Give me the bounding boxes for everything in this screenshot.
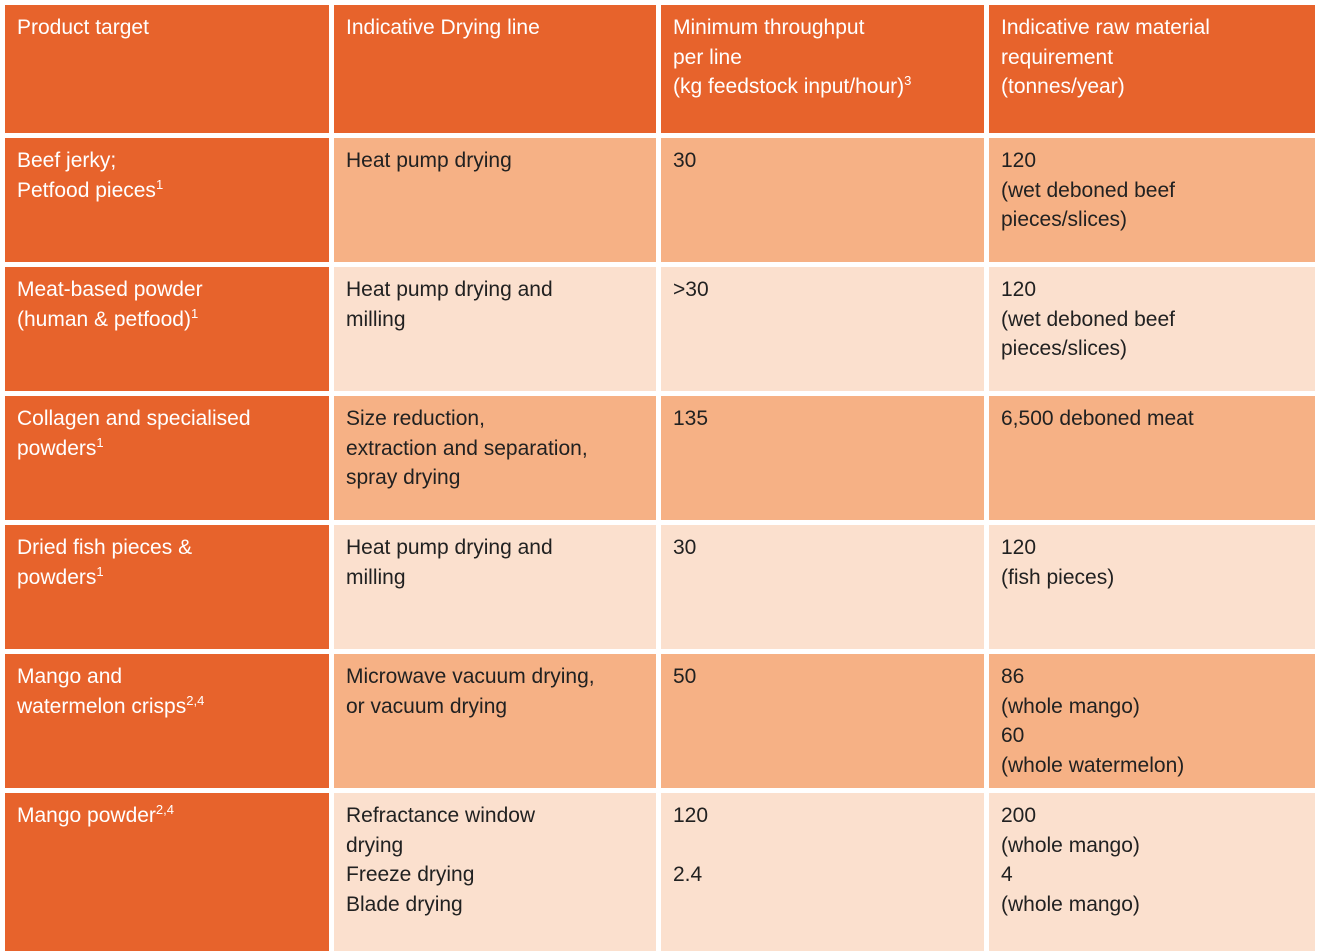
header-cell-product-target: Product target [5, 5, 329, 133]
table-row-mango-powder: Mango powder2,4 Refractance window drying… [5, 793, 1315, 951]
cell-raw-material: 120 (wet deboned beef pieces/slices) [989, 267, 1315, 391]
cell-raw-material: 120 (fish pieces) [989, 525, 1315, 649]
cell-drying-line: Size reduction, extraction and separation… [334, 396, 656, 520]
cell-throughput: 30 [661, 138, 984, 262]
table-row-mango-watermelon-crisps: Mango and watermelon crisps2,4 Microwave … [5, 654, 1315, 788]
cell-throughput: >30 [661, 267, 984, 391]
cell-throughput: 50 [661, 654, 984, 788]
table-row-collagen-powders: Collagen and specialised powders1 Size re… [5, 396, 1315, 520]
cell-raw-material: 86 (whole mango) 60 (whole watermelon) [989, 654, 1315, 788]
cell-raw-material: 6,500 deboned meat [989, 396, 1315, 520]
cell-product: Mango and watermelon crisps2,4 [5, 654, 329, 788]
cell-product: Dried fish pieces & powders1 [5, 525, 329, 649]
table-header-row: Product target Indicative Drying line Mi… [5, 5, 1315, 133]
cell-drying-line: Heat pump drying and milling [334, 525, 656, 649]
table-row-dried-fish: Dried fish pieces & powders1 Heat pump dr… [5, 525, 1315, 649]
cell-throughput: 30 [661, 525, 984, 649]
table-row-beef-jerky: Beef jerky; Petfood pieces1 Heat pump dry… [5, 138, 1315, 262]
header-cell-indicative-drying-line: Indicative Drying line [334, 5, 656, 133]
cell-product: Collagen and specialised powders1 [5, 396, 329, 520]
table-row-meat-based-powder: Meat-based powder (human & petfood)1 Heat… [5, 267, 1315, 391]
cell-product: Beef jerky; Petfood pieces1 [5, 138, 329, 262]
cell-product: Meat-based powder (human & petfood)1 [5, 267, 329, 391]
header-cell-raw-material-requirement: Indicative raw material requirement (tonne… [989, 5, 1315, 133]
cell-throughput: 120 2.4 [661, 793, 984, 951]
cell-throughput: 135 [661, 396, 984, 520]
cell-drying-line: Heat pump drying [334, 138, 656, 262]
cell-raw-material: 120 (wet deboned beef pieces/slices) [989, 138, 1315, 262]
header-cell-minimum-throughput: Minimum throughput per line (kg feedstock … [661, 5, 984, 133]
cell-drying-line: Microwave vacuum drying, or vacuum drying [334, 654, 656, 788]
cell-drying-line: Heat pump drying and milling [334, 267, 656, 391]
cell-raw-material: 200 (whole mango) 4 (whole mango) [989, 793, 1315, 951]
cell-product: Mango powder2,4 [5, 793, 329, 951]
cell-drying-line: Refractance window drying Freeze drying Bla… [334, 793, 656, 951]
